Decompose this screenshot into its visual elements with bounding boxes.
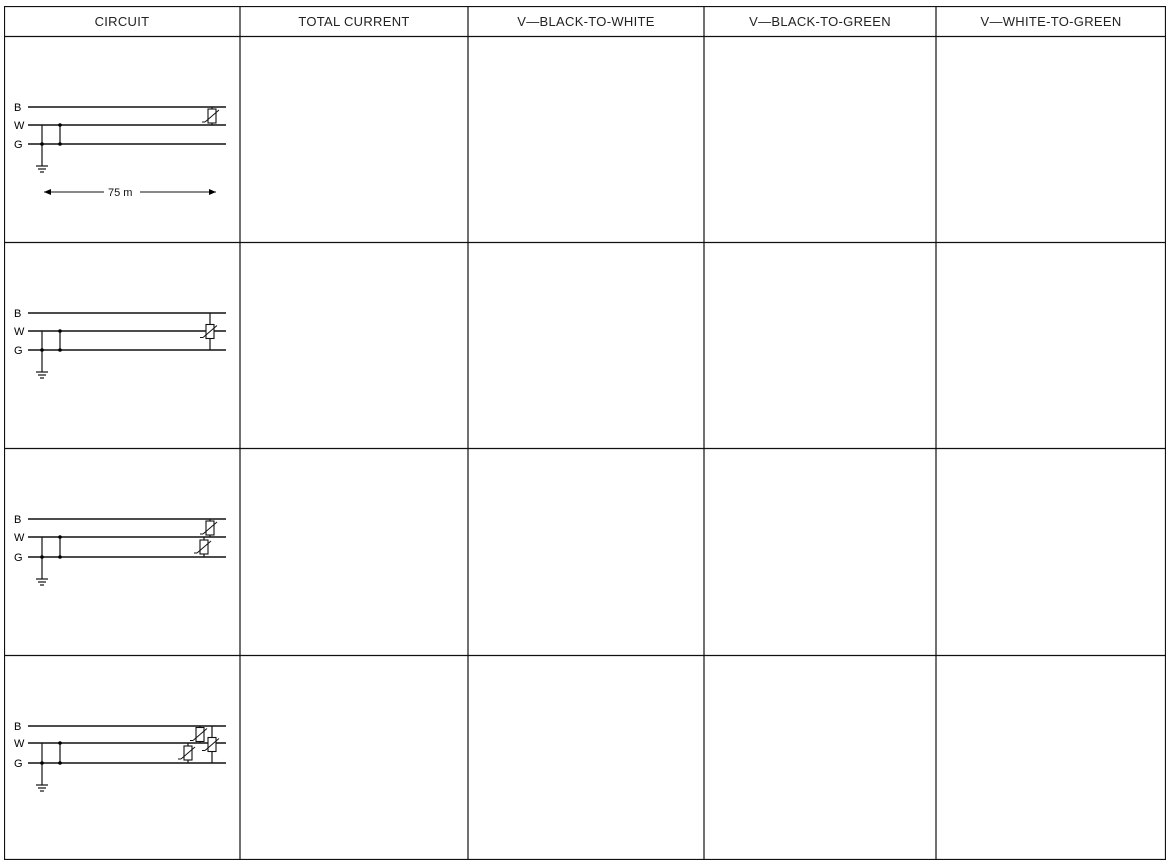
- header-circuit: CIRCUIT: [94, 13, 150, 29]
- length-label: 75 m: [108, 187, 132, 199]
- wire-label-b: B: [14, 514, 21, 526]
- circuit-diagram-1: B W G 75 m: [4, 36, 240, 242]
- header-black-to-white: V—BLACK-TO-WHITE: [517, 13, 655, 29]
- wire-label-g: G: [14, 758, 23, 770]
- wire-label-w: W: [14, 120, 25, 132]
- wire-label-g: G: [14, 345, 23, 357]
- header-white-to-green: V—WHITE-TO-GREEN: [980, 13, 1122, 29]
- header-black-to-green: V—BLACK-TO-GREEN: [749, 13, 891, 29]
- wire-label-w: W: [14, 738, 25, 750]
- wire-label-b: B: [14, 721, 21, 733]
- table-grid-lines: [4, 6, 1166, 860]
- wire-label-b: B: [14, 308, 21, 320]
- wire-label-b: B: [14, 102, 21, 114]
- wire-label-g: G: [14, 552, 23, 564]
- wire-label-w: W: [14, 532, 25, 544]
- wire-label-w: W: [14, 326, 25, 338]
- oscillogram-table: CIRCUIT TOTAL CURRENT V—BLACK-TO-WHITE V—BL…: [4, 6, 1166, 860]
- wire-label-g: G: [14, 139, 23, 151]
- header-total-current: TOTAL CURRENT: [298, 13, 410, 29]
